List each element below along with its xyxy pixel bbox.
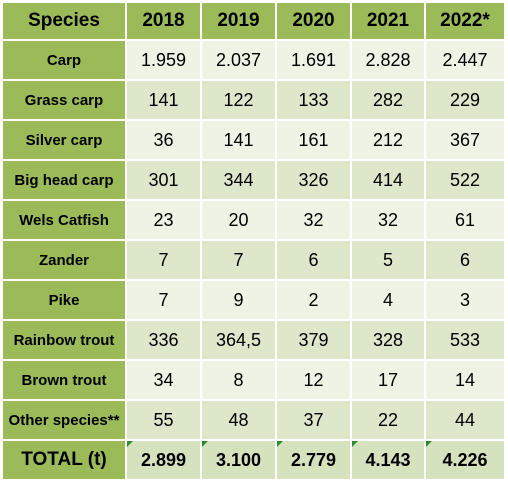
- table-cell: 364,5: [200, 319, 277, 361]
- row-header-species: Zander: [1, 239, 127, 281]
- table-cell: 44: [424, 399, 506, 441]
- row-header-species: Other species**: [1, 399, 127, 441]
- table-cell: 55: [125, 399, 202, 441]
- table-row: Pike 7 9 2 4 3: [1, 279, 506, 321]
- table-cell: 22: [350, 399, 426, 441]
- column-header-2021: 2021: [350, 1, 426, 41]
- table-cell: 9: [200, 279, 277, 321]
- table-cell: 141: [200, 119, 277, 161]
- row-header-species: Silver carp: [1, 119, 127, 161]
- table-cell: 3: [424, 279, 506, 321]
- table-body: Carp 1.959 2.037 1.691 2.828 2.447 Grass carp 1…: [1, 39, 506, 441]
- table-cell: 7: [200, 239, 277, 281]
- table-cell: 4: [350, 279, 426, 321]
- table-cell: 141: [125, 79, 202, 121]
- table-cell: 414: [350, 159, 426, 201]
- total-label: TOTAL (t): [1, 439, 127, 481]
- table-cell: 122: [200, 79, 277, 121]
- total-value: 2.899: [140, 449, 187, 470]
- table-cell: 61: [424, 199, 506, 241]
- table-cell: 379: [275, 319, 352, 361]
- table-row: Big head carp 301 344 326 414 522: [1, 159, 506, 201]
- table-cell: 48: [200, 399, 277, 441]
- row-header-species: Wels Catfish: [1, 199, 127, 241]
- table-row: Other species** 55 48 37 22 44: [1, 399, 506, 441]
- table-cell: 282: [350, 79, 426, 121]
- table-cell: 2: [275, 279, 352, 321]
- table-cell: 367: [424, 119, 506, 161]
- column-header-species: Species: [1, 1, 127, 41]
- comment-marker-icon: [426, 441, 432, 447]
- table-cell: 2.447: [424, 39, 506, 81]
- table-row: Brown trout 34 8 12 17 14: [1, 359, 506, 401]
- column-header-2020: 2020: [275, 1, 352, 41]
- row-header-species: Brown trout: [1, 359, 127, 401]
- table-cell: 326: [275, 159, 352, 201]
- total-value: 2.779: [290, 449, 337, 470]
- comment-marker-icon: [202, 441, 208, 447]
- table-cell: 336: [125, 319, 202, 361]
- table-cell: 14: [424, 359, 506, 401]
- table-row: Rainbow trout 336 364,5 379 328 533: [1, 319, 506, 361]
- table-cell: 533: [424, 319, 506, 361]
- table-row: Silver carp 36 141 161 212 367: [1, 119, 506, 161]
- total-cell: 2.899: [125, 439, 202, 481]
- table-cell: 7: [125, 239, 202, 281]
- comment-marker-icon: [352, 441, 358, 447]
- table-cell: 212: [350, 119, 426, 161]
- table-cell: 17: [350, 359, 426, 401]
- total-cell: 3.100: [200, 439, 277, 481]
- row-header-species: Rainbow trout: [1, 319, 127, 361]
- total-value: 3.100: [215, 449, 262, 470]
- header-row: Species 2018 2019 2020 2021 2022*: [1, 1, 506, 41]
- table-cell: 1.691: [275, 39, 352, 81]
- table-cell: 6: [424, 239, 506, 281]
- table-cell: 23: [125, 199, 202, 241]
- table-cell: 32: [350, 199, 426, 241]
- table-cell: 37: [275, 399, 352, 441]
- table-row: Carp 1.959 2.037 1.691 2.828 2.447: [1, 39, 506, 81]
- table-cell: 20: [200, 199, 277, 241]
- total-cell: 4.226: [424, 439, 506, 481]
- total-value: 4.226: [442, 449, 488, 470]
- row-header-species: Big head carp: [1, 159, 127, 201]
- table-cell: 1.959: [125, 39, 202, 81]
- column-header-2019: 2019: [200, 1, 277, 41]
- total-cell: 4.143: [350, 439, 426, 481]
- table-cell: 34: [125, 359, 202, 401]
- row-header-species: Pike: [1, 279, 127, 321]
- table-cell: 229: [424, 79, 506, 121]
- table-cell: 8: [200, 359, 277, 401]
- table-cell: 6: [275, 239, 352, 281]
- table-cell: 7: [125, 279, 202, 321]
- table-cell: 301: [125, 159, 202, 201]
- table-cell: 2.037: [200, 39, 277, 81]
- table-cell: 32: [275, 199, 352, 241]
- table-cell: 522: [424, 159, 506, 201]
- column-header-2022: 2022*: [424, 1, 506, 41]
- row-header-species: Grass carp: [1, 79, 127, 121]
- table-cell: 5: [350, 239, 426, 281]
- total-cell: 2.779: [275, 439, 352, 481]
- table-row: Wels Catfish 23 20 32 32 61: [1, 199, 506, 241]
- row-header-species: Carp: [1, 39, 127, 81]
- comment-marker-icon: [277, 441, 283, 447]
- total-row: TOTAL (t) 2.899 3.100 2.779 4.143 4.226: [1, 439, 506, 481]
- comment-marker-icon: [127, 441, 133, 447]
- column-header-2018: 2018: [125, 1, 202, 41]
- table-cell: 133: [275, 79, 352, 121]
- table-row: Zander 7 7 6 5 6: [1, 239, 506, 281]
- total-value: 4.143: [365, 449, 411, 470]
- table-row: Grass carp 141 122 133 282 229: [1, 79, 506, 121]
- table-cell: 36: [125, 119, 202, 161]
- table-cell: 12: [275, 359, 352, 401]
- table-cell: 161: [275, 119, 352, 161]
- table-cell: 328: [350, 319, 426, 361]
- table-cell: 2.828: [350, 39, 426, 81]
- table-cell: 344: [200, 159, 277, 201]
